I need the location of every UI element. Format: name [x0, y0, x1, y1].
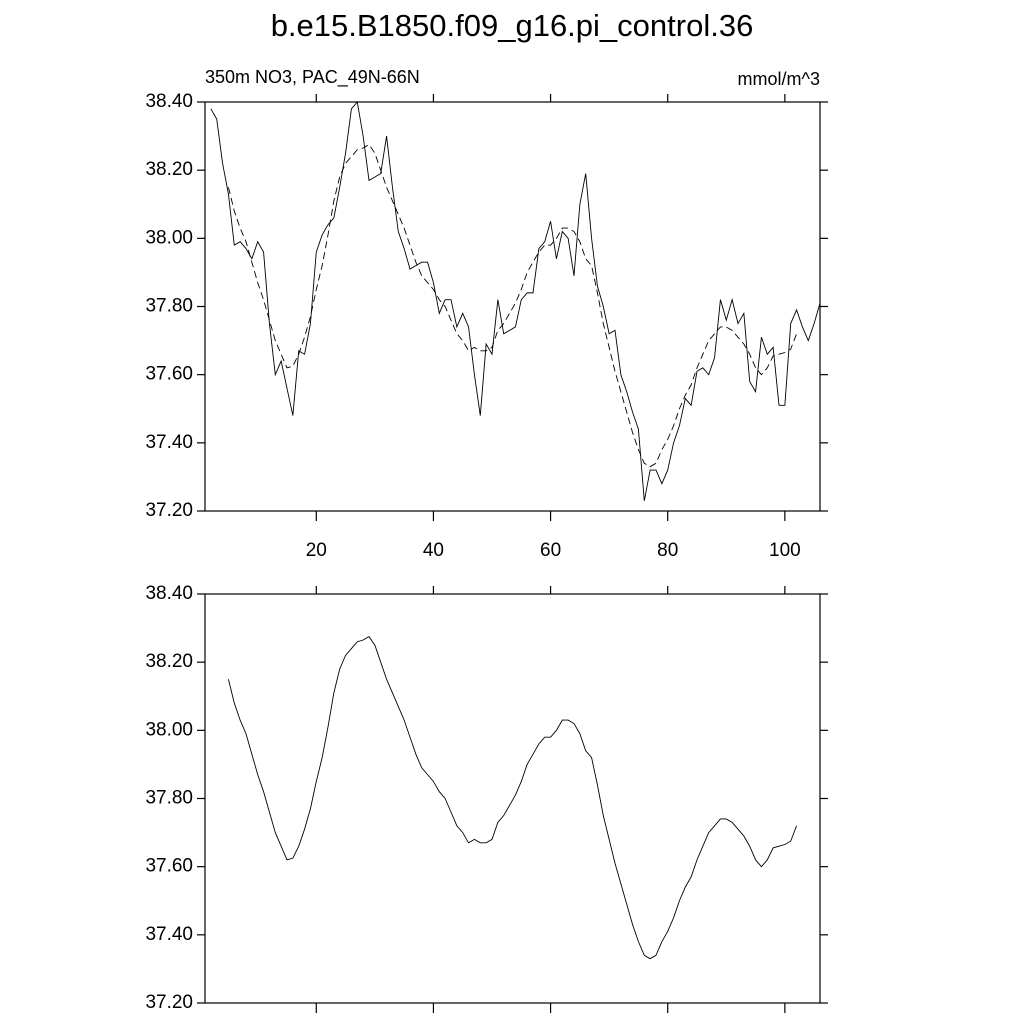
subtitle-right: mmol/m^3 [738, 69, 820, 89]
y-tick-label: 38.40 [145, 91, 193, 112]
subtitle-left: 350m NO3, PAC_49N-66N [205, 67, 420, 88]
x-tick-label: 40 [423, 540, 444, 561]
plot-frame [204, 101, 821, 512]
y-tick-label: 38.40 [145, 583, 193, 604]
x-tick-label: 80 [657, 540, 678, 561]
y-tick-label: 37.80 [145, 296, 193, 317]
y-tick-label: 37.20 [145, 500, 193, 521]
y-tick-label: 37.20 [145, 992, 193, 1013]
data-line [227, 144, 797, 468]
y-tick-label: 38.00 [145, 719, 193, 740]
x-tick-label: 100 [769, 540, 801, 561]
y-tick-label: 38.00 [145, 227, 193, 248]
plot-frame [204, 593, 821, 1004]
y-tick-label: 37.60 [145, 364, 193, 385]
y-tick-label: 38.20 [145, 651, 193, 672]
y-tick-label: 37.80 [145, 788, 193, 809]
x-tick-label: 60 [540, 540, 561, 561]
y-tick-label: 37.60 [145, 856, 193, 877]
y-tick-label: 37.40 [145, 432, 193, 453]
x-tick-label: 20 [306, 540, 327, 561]
y-tick-label: 37.40 [145, 924, 193, 945]
data-line [210, 100, 821, 501]
y-tick-label: 38.20 [145, 159, 193, 180]
data-line [227, 636, 797, 960]
chart-title: b.e15.B1850.f09_g16.pi_control.36 [271, 8, 754, 43]
